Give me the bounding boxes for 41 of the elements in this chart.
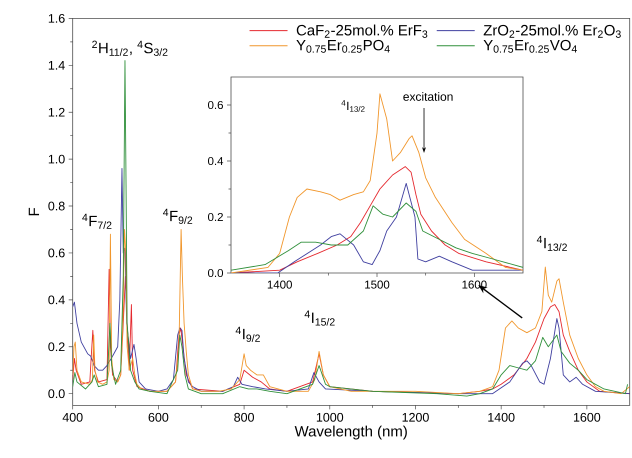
- x-tick-label: 1600: [574, 412, 600, 422]
- y-tick-label: 0.6: [208, 100, 223, 110]
- y-tick-label: 0.2: [208, 212, 223, 222]
- annotation: $^{4}$F$_{7/2}$: [82, 214, 112, 229]
- annotation: $^{4}$I$_{15/2}$: [304, 310, 335, 326]
- y-tick-label: 0.4: [48, 295, 65, 304]
- y-tick-label: 0.0: [208, 268, 224, 278]
- line-series: [72, 60, 628, 396]
- line-series: [231, 93, 524, 273]
- line-series: [72, 229, 630, 394]
- y-tick-label: 0.4: [208, 156, 224, 166]
- y-tick-label: 1.2: [48, 108, 65, 117]
- legend-label: ZrO$_{2}$-25mol.% Er$_{2}$O$_{3}$: [484, 24, 621, 38]
- annotation: $^{4}$I$_{13/2}$: [536, 236, 567, 251]
- annotation: $^{4}$F$_{9/2}$: [162, 208, 192, 224]
- y-tick-label: 1.6: [48, 14, 65, 23]
- y-tick-label: 0.8: [48, 202, 65, 210]
- x-tick-label: 1000: [316, 412, 344, 422]
- annotation: $^{4}$I$_{13/2}$: [341, 100, 365, 112]
- annotation: $^{4}$I$_{9/2}$: [236, 326, 260, 342]
- y-tick-label: 1.0: [48, 154, 65, 164]
- y-tick-label: 0.2: [48, 342, 65, 352]
- annotation: excitation: [403, 92, 453, 101]
- legend-label: CaF$_{2}$-25mol.% ErF$_{3}$: [296, 24, 428, 38]
- legend-label: Y$_{0.75}$Er$_{0.25}$PO$_{4}$: [296, 40, 390, 53]
- y-axis-title: F: [28, 208, 40, 216]
- x-tick-label: 1400: [268, 280, 292, 289]
- y-tick-label: 1.4: [48, 61, 65, 70]
- legend-label: Y$_{0.75}$Er$_{0.25}$VO$_{4}$: [484, 40, 577, 53]
- x-tick-label: 400: [62, 412, 83, 422]
- x-tick-label: 600: [148, 412, 168, 422]
- x-tick-label: 1200: [402, 412, 429, 422]
- annotation: $^{2}$H$_{11/2}$, $^{4}$S$_{3/2}$: [92, 40, 168, 56]
- line-series: [72, 168, 630, 394]
- x-tick-label: 800: [234, 412, 254, 422]
- y-tick-label: 0.0: [48, 389, 65, 398]
- x-tick-label: 1500: [365, 280, 390, 289]
- x-axis-title: Wavelength (nm): [294, 426, 407, 440]
- x-tick-label: 1400: [488, 412, 515, 422]
- y-tick-label: 0.6: [48, 248, 65, 258]
- line-series: [231, 202, 524, 271]
